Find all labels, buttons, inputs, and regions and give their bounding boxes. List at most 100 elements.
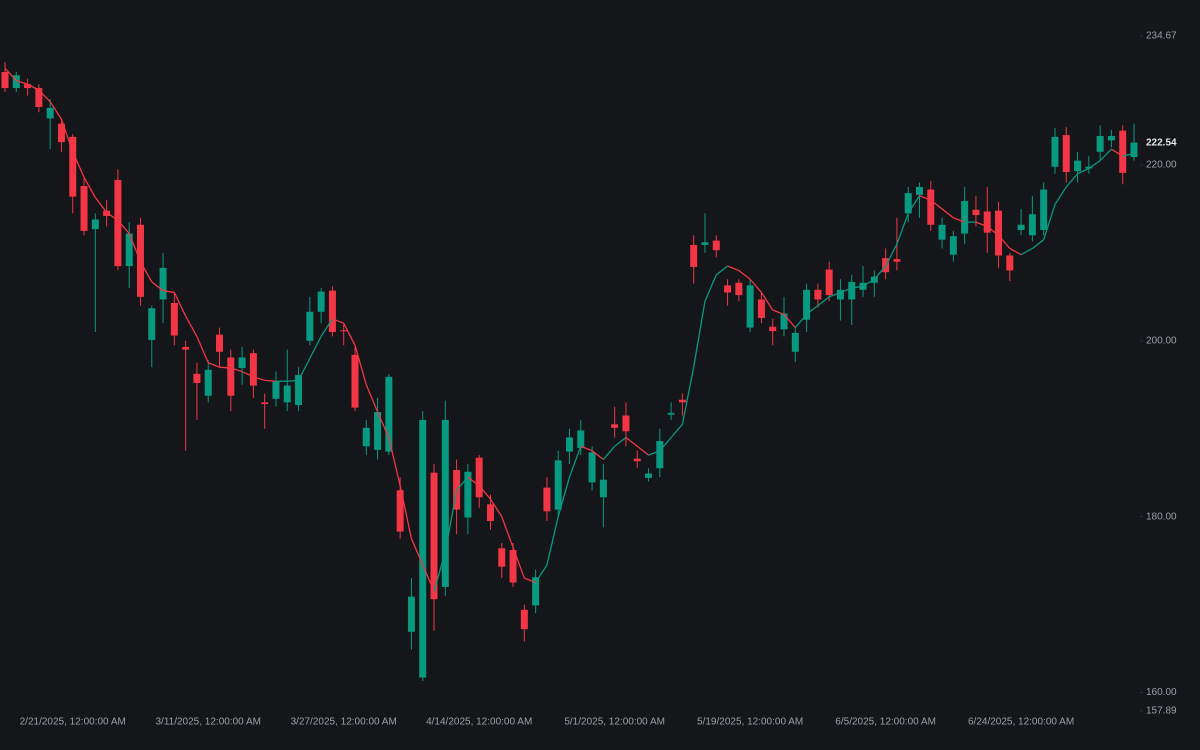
- y-tick-label: 157.89: [1146, 706, 1177, 717]
- x-tick-label: 6/5/2025, 12:00:00 AM: [835, 717, 936, 728]
- candle-body: [12, 75, 20, 89]
- ma-segment: [456, 476, 469, 491]
- ma-segment: [253, 376, 265, 381]
- x-tick-label: 5/1/2025, 12:00:00 AM: [564, 717, 665, 728]
- ma-segment: [128, 233, 142, 262]
- candle-body: [1062, 135, 1070, 173]
- x-tick-label: 3/27/2025, 12:00:00 AM: [291, 717, 397, 728]
- candle-body: [678, 399, 686, 403]
- ma-segment: [806, 305, 819, 315]
- candle-body: [543, 487, 551, 512]
- candle-body: [667, 412, 675, 415]
- ma-segment: [297, 358, 311, 381]
- x-tick-label: 5/19/2025, 12:00:00 AM: [697, 717, 803, 728]
- y-tick-label: 200.00: [1146, 335, 1177, 346]
- ma-segment: [568, 446, 582, 478]
- candle-body: [295, 375, 303, 405]
- ma-segment: [535, 564, 548, 583]
- ma-segment: [727, 265, 740, 272]
- ma-segment: [332, 318, 344, 324]
- ma-segment: [343, 322, 356, 346]
- candle-body: [690, 244, 698, 267]
- ma-segment: [704, 274, 717, 302]
- ma-segment: [851, 285, 864, 289]
- ma-segment: [873, 265, 887, 280]
- candle-body: [35, 88, 43, 107]
- candle-body: [46, 107, 54, 119]
- candle-body: [995, 210, 1003, 256]
- candle-body: [486, 504, 494, 522]
- ma-segment: [72, 151, 85, 178]
- candle-body: [306, 311, 314, 341]
- ma-segment: [27, 83, 40, 91]
- candle-body: [611, 424, 619, 428]
- ma-segment: [591, 450, 604, 460]
- ma-segment: [241, 370, 254, 378]
- candle-body: [656, 441, 664, 469]
- candle-body: [814, 289, 822, 300]
- ma-segment: [794, 313, 808, 329]
- candle-body: [464, 471, 472, 518]
- candle-body: [701, 242, 709, 245]
- ma-segment: [907, 195, 921, 214]
- ma-segment: [1111, 148, 1124, 157]
- ma-segment: [1009, 247, 1022, 256]
- ma-segment: [659, 437, 672, 452]
- candle-body: [927, 189, 935, 225]
- ma-segment: [885, 243, 898, 267]
- candle-body: [182, 346, 190, 350]
- candle-body: [938, 224, 946, 240]
- ma-segment: [38, 89, 51, 103]
- ma-segment: [196, 336, 209, 364]
- ma-segment: [670, 423, 683, 438]
- candle-body: [825, 269, 833, 296]
- candle-body: [340, 330, 348, 332]
- ma-segment: [614, 436, 627, 447]
- candle-body: [374, 412, 382, 450]
- candle-body: [769, 326, 777, 332]
- ma-segment: [173, 292, 187, 317]
- candle-body: [91, 219, 99, 230]
- candle-body: [746, 285, 754, 328]
- candle-body: [803, 289, 811, 320]
- candle-body: [441, 419, 449, 587]
- ma-segment: [749, 278, 762, 293]
- candle-body: [1074, 160, 1082, 172]
- y-tick-label: 160.00: [1146, 687, 1177, 698]
- candle-body: [1051, 136, 1059, 167]
- ma-segment: [930, 199, 943, 210]
- ma-segment: [1054, 186, 1067, 205]
- candle-body: [566, 437, 573, 452]
- x-tick-label: 6/24/2025, 12:00:00 AM: [968, 717, 1074, 728]
- ma-segment: [106, 211, 119, 221]
- candle-body: [633, 458, 641, 462]
- candle-body: [791, 332, 799, 352]
- candle-body: [1085, 166, 1093, 169]
- ma-segment: [783, 313, 796, 329]
- candle-body: [836, 289, 844, 300]
- ma-segment: [546, 516, 559, 566]
- candle-body: [80, 186, 88, 231]
- ma-segment: [433, 551, 446, 592]
- candle-body: [577, 430, 585, 449]
- ma-segment: [919, 195, 932, 201]
- candle-body: [712, 240, 720, 251]
- candle-body: [362, 427, 370, 447]
- ma-segment: [264, 379, 277, 382]
- candle-body: [1006, 255, 1014, 271]
- ma-segment: [422, 564, 435, 592]
- x-tick-label: 3/11/2025, 12:00:00 AM: [155, 717, 260, 728]
- ma-segment: [625, 436, 638, 447]
- ma-segment: [444, 490, 458, 552]
- ma-segment: [1077, 167, 1090, 175]
- ma-segment: [862, 278, 875, 287]
- ma-segment: [309, 336, 322, 359]
- candle-body: [385, 376, 393, 452]
- ma-segment: [953, 217, 965, 223]
- candle-body: [1017, 224, 1025, 231]
- ma-segment: [975, 221, 988, 228]
- ma-segment: [478, 485, 491, 500]
- candle-body: [1028, 214, 1036, 236]
- candle-body: [780, 313, 788, 330]
- candle-body: [261, 402, 269, 405]
